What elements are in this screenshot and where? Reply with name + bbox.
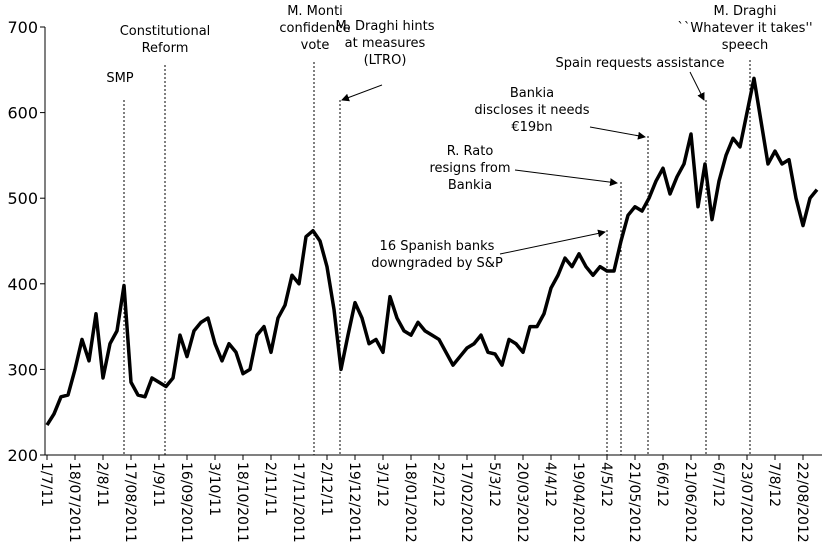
x-tick-label: 21/06/2012 xyxy=(682,462,698,543)
x-tick-label: 4/4/12 xyxy=(542,462,558,507)
x-tick-label: 17/02/2012 xyxy=(458,462,474,543)
annotation-text: at measures xyxy=(345,36,426,51)
x-tick-label: 21/05/2012 xyxy=(626,462,642,543)
annotation-arrow xyxy=(514,169,618,187)
annotation-text: vote xyxy=(301,38,330,53)
x-tick-label: 20/03/2012 xyxy=(514,462,530,543)
x-tick-label: 19/04/2012 xyxy=(570,462,586,543)
x-tick-label: 18/10/2011 xyxy=(234,462,250,543)
x-tick-label: 2/11/11 xyxy=(262,462,278,516)
x-tick-label: 5/3/12 xyxy=(486,462,502,507)
x-tick-label: 17/11/2011 xyxy=(290,462,306,543)
x-tick-label: 23/07/2012 xyxy=(738,462,754,543)
y-tick-label: 700 xyxy=(7,18,38,37)
x-tick-label: 2/2/12 xyxy=(430,462,446,507)
x-tick-label: 17/08/2011 xyxy=(122,462,138,543)
x-tick-label: 22/08/2012 xyxy=(794,462,810,543)
x-tick-label: 7/8/12 xyxy=(766,462,782,507)
annotation-text: Bankia xyxy=(510,86,554,101)
x-tick-label: 1/9/11 xyxy=(150,462,166,507)
y-tick-label: 500 xyxy=(7,189,38,208)
annotation-text: Spain requests assistance xyxy=(555,56,724,71)
annotation-text: €19bn xyxy=(511,120,552,135)
annotation-text: Reform xyxy=(142,41,189,56)
x-tick-label: 6/7/12 xyxy=(710,462,726,507)
x-tick-label: 18/07/2011 xyxy=(66,462,82,543)
annotation-text: resigns from xyxy=(429,161,510,176)
y-tick-label: 600 xyxy=(7,104,38,123)
x-tick-label: 4/5/12 xyxy=(598,462,614,507)
x-tick-label: 18/01/2012 xyxy=(402,462,418,543)
annotation-arrow xyxy=(689,71,705,101)
x-tick-label: 1/7/11 xyxy=(38,462,54,507)
annotation-text: 16 Spanish banks xyxy=(380,239,495,254)
annotation-arrow xyxy=(589,126,646,140)
y-tick-label: 400 xyxy=(7,275,38,294)
annotation-text: Constitutional xyxy=(120,24,211,39)
annotation-text: speech xyxy=(722,38,768,53)
annotation-text: M. Draghi xyxy=(714,4,777,19)
annotation-text: SMP xyxy=(106,71,133,86)
data-line xyxy=(45,76,819,426)
y-tick-label: 300 xyxy=(7,360,38,379)
annotation-text: M. Draghi hints xyxy=(336,19,435,34)
annotation-text: discloses it needs xyxy=(474,103,589,118)
y-tick-label: 200 xyxy=(7,446,38,465)
annotation-text: confidence xyxy=(279,21,350,36)
x-tick-label: 2/12/11 xyxy=(318,462,334,516)
annotation-text: M. Monti xyxy=(287,4,343,19)
x-tick-label: 16/09/2011 xyxy=(178,462,194,543)
annotation-text: (LTRO) xyxy=(364,53,407,68)
annotation-arrow xyxy=(341,84,383,102)
x-tick-label: 3/1/12 xyxy=(374,462,390,507)
annotation-text: downgraded by S&P xyxy=(371,256,503,271)
annotation-text: ``Whatever it takes'' xyxy=(677,21,812,36)
x-tick-label: 19/12/2011 xyxy=(346,462,362,543)
x-tick-label: 6/6/12 xyxy=(654,462,670,507)
annotation-arrow xyxy=(499,229,606,255)
x-tick-label: 2/8/11 xyxy=(94,462,110,507)
x-tick-label: 3/10/11 xyxy=(206,462,222,516)
annotation-text: Bankia xyxy=(448,178,492,193)
annotation-text: R. Rato xyxy=(447,144,494,159)
